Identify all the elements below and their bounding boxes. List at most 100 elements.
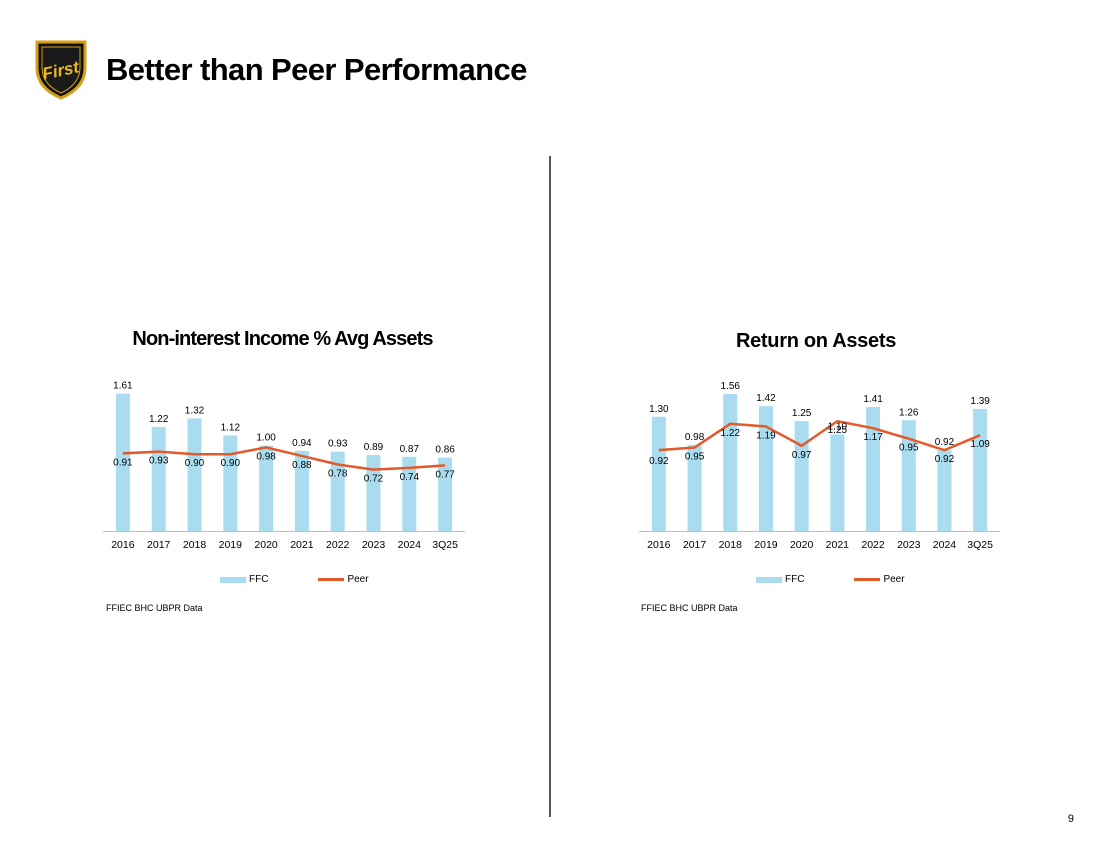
chart-1: 1.300.981.561.421.251.101.411.260.921.39… — [639, 381, 1000, 551]
ffc-value-label: 1.00 — [256, 433, 276, 444]
legend-roa: FFC Peer — [756, 574, 955, 585]
peer-value-label: 0.95 — [685, 452, 705, 463]
ffc-bar — [187, 418, 202, 531]
ffc-value-label: 1.22 — [149, 414, 169, 425]
legend-swatch-bar — [756, 576, 782, 583]
peer-value-label: 1.25 — [828, 425, 848, 436]
peer-value-label: 0.78 — [328, 468, 348, 479]
legend-item-peer: Peer — [854, 574, 905, 585]
ffc-value-label: 1.32 — [185, 405, 205, 416]
chart-title-noninterest: Non-interest Income % Avg Assets — [132, 328, 433, 350]
ffc-bar — [758, 406, 773, 531]
ffc-bar — [651, 416, 666, 531]
ffc-bar — [259, 445, 274, 531]
ffc-value-label: 0.98 — [685, 432, 705, 443]
peer-value-label: 0.92 — [935, 454, 955, 465]
ffc-bar — [723, 393, 738, 531]
ffc-bar — [687, 444, 702, 531]
peer-value-label: 0.88 — [292, 460, 312, 471]
peer-value-label: 0.72 — [364, 474, 384, 485]
peer-value-label: 1.09 — [970, 439, 990, 450]
x-tick-label: 2018 — [719, 539, 743, 551]
x-tick-label: 2017 — [147, 539, 171, 551]
x-tick-label: 2023 — [897, 539, 921, 551]
legend-item-ffc: FFC — [756, 574, 804, 585]
legend-swatch-line — [854, 578, 881, 581]
x-tick-label: 2018 — [183, 539, 207, 551]
ffc-bar — [223, 435, 238, 531]
legend-swatch-line — [318, 578, 345, 581]
ffc-bar — [330, 451, 345, 531]
ffc-bar — [830, 434, 845, 531]
peer-value-label: 0.90 — [221, 458, 241, 469]
ffc-value-label: 0.89 — [364, 442, 384, 453]
ffc-value-label: 1.56 — [721, 381, 741, 392]
ffc-bar — [901, 420, 916, 531]
ffc-bar — [151, 426, 166, 531]
ffc-bar — [366, 455, 381, 531]
ffc-value-label: 0.92 — [935, 437, 955, 448]
ffc-bar — [937, 450, 952, 531]
ffc-value-label: 0.93 — [328, 439, 348, 450]
ffc-bar — [115, 393, 130, 531]
ffc-value-label: 1.10 — [828, 421, 848, 432]
peer-value-label: 0.97 — [792, 450, 812, 461]
peer-value-label: 0.77 — [435, 469, 455, 480]
x-tick-label: 2016 — [647, 539, 671, 551]
chart-0: 1.61 1.22 1.32 1.12 1.00 0.94 0.93 0.89 0.87 0.86… — [103, 381, 465, 551]
x-tick-label: 2022 — [326, 539, 350, 551]
legend-swatch-bar — [220, 576, 246, 583]
ffc-bar — [973, 408, 988, 531]
x-tick-label: 2024 — [398, 539, 422, 551]
page-title: Better than Peer Performance — [106, 52, 527, 87]
ffc-bar — [866, 407, 881, 531]
ffc-value-label: 1.25 — [792, 408, 812, 419]
peer-value-label: 0.95 — [899, 443, 919, 454]
vertical-divider — [549, 156, 551, 817]
peer-line — [658, 419, 981, 452]
peer-value-label: 1.19 — [756, 430, 776, 441]
ffc-value-label: 0.86 — [435, 445, 455, 456]
ffc-bar — [402, 456, 417, 531]
page-number: 9 — [1067, 813, 1074, 825]
source-note-roa: FFIEC BHC UBPR Data — [641, 603, 738, 613]
peer-value-label: 0.92 — [649, 456, 669, 467]
peer-value-label: 0.74 — [400, 472, 420, 483]
peer-value-label: 0.91 — [113, 457, 133, 468]
peer-value-label: 1.17 — [863, 432, 883, 443]
peer-value-label: 0.98 — [256, 451, 276, 462]
x-tick-label: 2024 — [933, 539, 957, 551]
x-tick-label: 2016 — [111, 539, 135, 551]
ffc-value-label: 1.30 — [649, 404, 669, 415]
x-tick-label: 3Q25 — [967, 539, 993, 551]
chart-title-roa: Return on Assets — [735, 330, 897, 352]
ffc-value-label: 1.39 — [970, 396, 990, 407]
x-tick-label: 2019 — [219, 539, 243, 551]
source-note-noninterest: FFIEC BHC UBPR Data — [106, 603, 203, 613]
ffc-value-label: 0.94 — [292, 438, 312, 449]
ffc-value-label: 1.12 — [221, 422, 241, 433]
ffc-value-label: 1.41 — [863, 394, 883, 405]
x-tick-label: 2021 — [290, 539, 314, 551]
peer-value-label: 1.22 — [721, 428, 741, 439]
x-tick-label: 3Q25 — [432, 539, 458, 551]
x-tick-label: 2017 — [683, 539, 707, 551]
ffc-value-label: 1.26 — [899, 407, 919, 418]
x-tick-label: 2020 — [790, 539, 814, 551]
legend-label-ffc: FFC — [249, 574, 269, 585]
legend-item-peer: Peer — [318, 574, 369, 585]
peer-line — [122, 446, 446, 471]
peer-value-label: 0.93 — [149, 456, 169, 467]
ffc-bar — [794, 421, 809, 531]
x-tick-label: 2022 — [861, 539, 885, 551]
ffc-bar — [438, 457, 453, 531]
ffc-value-label: 0.87 — [400, 444, 420, 455]
peer-value-label: 0.90 — [185, 458, 205, 469]
legend-item-ffc: FFC — [220, 574, 268, 585]
x-tick-label: 2023 — [362, 539, 386, 551]
ffc-bar — [294, 450, 309, 531]
legend-noninterest: FFC Peer — [220, 574, 419, 585]
x-tick-label: 2019 — [754, 539, 778, 551]
legend-label-ffc: FFC — [785, 574, 805, 585]
